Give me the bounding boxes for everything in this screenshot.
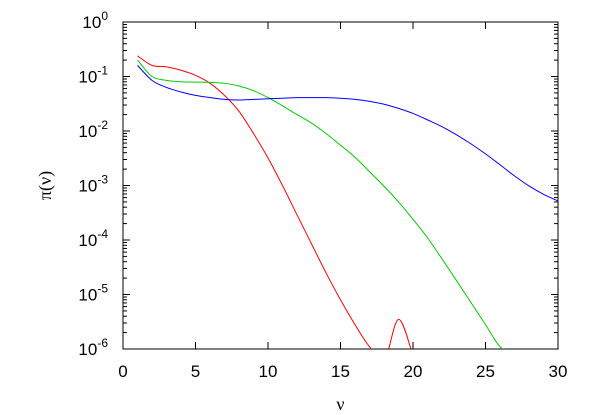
x-tick-label: 5 (191, 362, 200, 381)
y-axis-tick-labels: 100 10-1 10-2 10-3 10-4 10-5 10-6 (78, 9, 108, 359)
series-group (137, 55, 558, 349)
x-axis-ticks (122, 22, 559, 349)
x-tick-label: 25 (476, 362, 495, 381)
x-tick-label: 15 (331, 362, 350, 381)
y-tick-label: 10-3 (78, 173, 108, 196)
x-tick-label: 10 (259, 362, 278, 381)
x-tick-label: 0 (118, 362, 127, 381)
x-axis-label: ν (336, 394, 344, 414)
y-axis-label: π(ν) (35, 171, 56, 200)
y-tick-label: 10-4 (78, 227, 108, 250)
series-line-3 (137, 65, 558, 202)
y-tick-label: 10-6 (78, 336, 108, 359)
y-tick-label: 10-5 (78, 282, 108, 305)
y-tick-label: 10-2 (78, 118, 108, 141)
series-line-1 (137, 55, 412, 349)
y-axis-ticks (123, 21, 558, 350)
x-axis-tick-labels: 0 5 10 15 20 25 30 (118, 362, 567, 381)
y-tick-label: 100 (82, 9, 108, 32)
x-tick-label: 20 (404, 362, 423, 381)
x-tick-label: 30 (549, 362, 568, 381)
series-line-2 (137, 59, 504, 349)
y-tick-label: 10-1 (78, 64, 108, 87)
